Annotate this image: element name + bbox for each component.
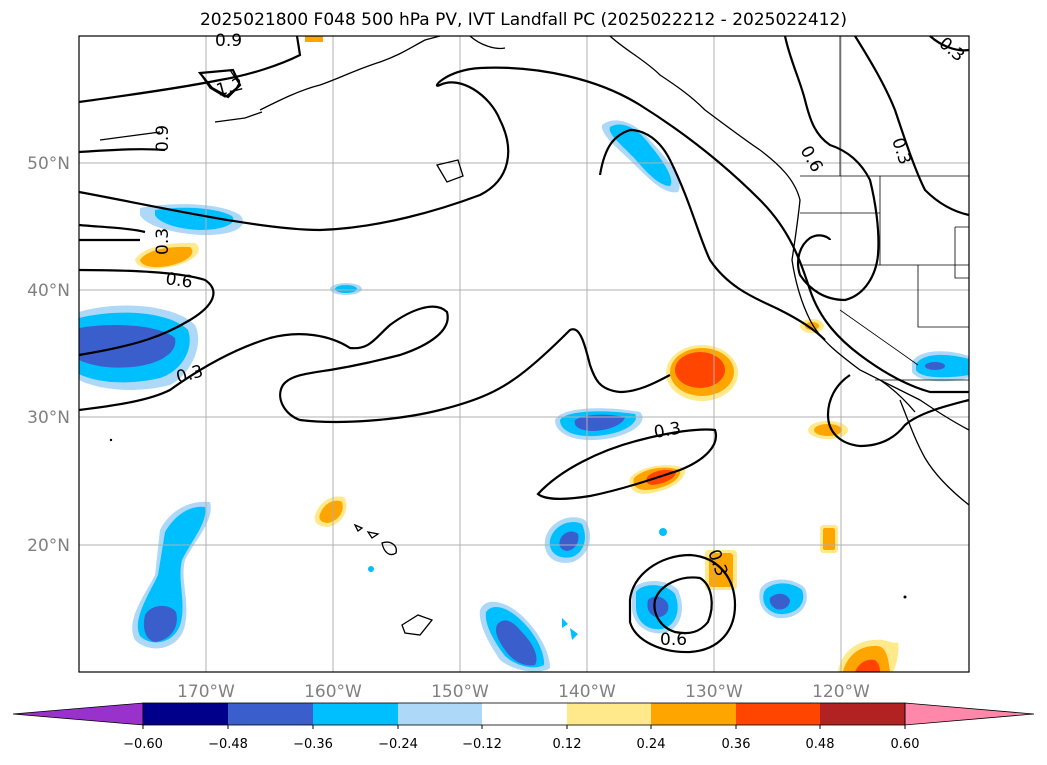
- colorbar-tick: −0.12: [462, 737, 502, 752]
- svg-text:0.9: 0.9: [215, 31, 242, 51]
- lat-label-30n: 30°N: [27, 408, 70, 428]
- colorbar-bin: [143, 703, 228, 725]
- colorbar-tick: 0.24: [637, 737, 666, 752]
- colorbar-over-arrow: [904, 702, 1035, 726]
- pv-contours: [78, 35, 970, 654]
- lat-label-50n: 50°N: [27, 154, 70, 174]
- colorbar-bin: [228, 703, 313, 725]
- colorbar-tick: 0.48: [806, 737, 835, 752]
- svg-text:0.6: 0.6: [164, 269, 194, 293]
- political-borders: [800, 36, 969, 381]
- graticule: [79, 36, 969, 672]
- latitude-labels: 50°N 40°N 30°N 20°N: [27, 154, 70, 556]
- colorbar-bin: [567, 703, 651, 725]
- colorbar-bin: [482, 703, 567, 725]
- colorbar-tick: 0.36: [722, 737, 751, 752]
- colorbar-tick: −0.24: [378, 737, 418, 752]
- map-title: 2025021800 F048 500 hPa PV, IVT Landfall…: [199, 10, 847, 30]
- longitude-labels: 170°W 160°W 150°W 140°W 130°W 120°W: [177, 682, 870, 702]
- colorbar-bin: [820, 703, 905, 725]
- colorbar-bin: [736, 703, 820, 725]
- colorbar-tick: −0.36: [293, 737, 333, 752]
- colorbar-tick: 0.12: [553, 737, 582, 752]
- coastlines: [99, 35, 970, 636]
- map-frame: [78, 35, 970, 673]
- lon-label-150w: 150°W: [431, 682, 489, 702]
- colorbar-under-arrow: [12, 702, 144, 726]
- lon-label-140w: 140°W: [558, 682, 616, 702]
- lat-label-40n: 40°N: [27, 281, 70, 301]
- lon-label-130w: 130°W: [685, 682, 743, 702]
- svg-text:0.6: 0.6: [660, 630, 687, 650]
- colorbar-tick: −0.60: [123, 737, 163, 752]
- map-background: [79, 36, 969, 672]
- colorbar-bin: [651, 703, 736, 725]
- colorbar-bin: [398, 703, 482, 725]
- colorbar: −0.60 −0.48 −0.36 −0.24 −0.12 0.12 0.24 …: [12, 702, 1035, 752]
- lon-label-170w: 170°W: [177, 682, 235, 702]
- lon-label-120w: 120°W: [812, 682, 870, 702]
- lon-label-160w: 160°W: [304, 682, 362, 702]
- colorbar-tick: −0.48: [208, 737, 248, 752]
- svg-text:0.3: 0.3: [153, 228, 173, 255]
- svg-text:0.3: 0.3: [652, 419, 682, 443]
- colorbar-tick: 0.60: [891, 737, 920, 752]
- colorbar-bin: [313, 703, 398, 725]
- svg-text:0.9: 0.9: [153, 125, 173, 152]
- lat-label-20n: 20°N: [27, 536, 70, 556]
